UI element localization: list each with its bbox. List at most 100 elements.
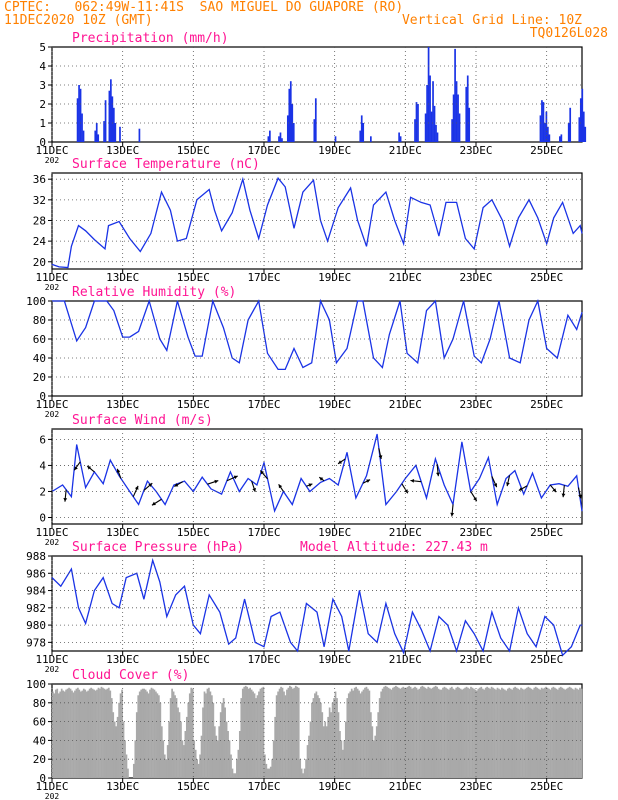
data-point-temp-0	[51, 263, 53, 265]
cloud-bar-181	[318, 698, 321, 778]
wind-arrowhead-13	[308, 483, 313, 487]
precip-bar-10-0	[334, 136, 337, 142]
data-point-wind-21	[238, 491, 240, 492]
cloud-bar-81	[171, 688, 173, 778]
precip-bar-7-0	[278, 136, 280, 142]
data-point-pres-19	[208, 594, 210, 596]
data-point-pres-13	[159, 581, 161, 583]
wind-arrowhead-15	[338, 460, 343, 464]
data-point-temp-46	[456, 202, 457, 203]
cloud-bar-341	[554, 687, 556, 778]
cloud-bar-122	[231, 768, 234, 778]
xtick-label: 17DEC	[247, 780, 280, 793]
data-point-temp-28	[293, 227, 295, 229]
data-point-rh-30	[320, 300, 321, 302]
cloud-bar-101	[200, 735, 203, 778]
year-label: 202	[45, 665, 60, 674]
data-point-rh-3	[85, 327, 86, 328]
xtick-label: 17DEC	[247, 144, 280, 157]
precip-bar-2-0	[103, 121, 105, 142]
cloud-bar-207	[356, 688, 359, 778]
ytick-label: 100	[26, 295, 46, 308]
cloud-bar-123	[233, 773, 235, 778]
cloud-bar-227	[386, 686, 388, 778]
cloud-bar-256	[428, 687, 431, 778]
cloud-bar-293	[483, 689, 486, 778]
cloud-bar-30	[96, 689, 98, 778]
precip-bar-15-3	[429, 75, 431, 142]
cloud-bar-43	[115, 726, 118, 778]
cloud-bar-85	[177, 707, 179, 778]
precip-bar-18-0	[539, 115, 542, 142]
data-point-pres-46	[447, 624, 449, 626]
cloud-bar-322	[526, 687, 528, 778]
cloud-bar-346	[561, 687, 564, 778]
cloud-bar-262	[437, 688, 440, 778]
data-point-rh-16	[194, 355, 196, 357]
data-point-temp-40	[403, 243, 404, 245]
precip-bar-15-8	[436, 132, 439, 142]
precip-bar-3-2	[111, 96, 114, 142]
plot-frame	[51, 555, 583, 652]
cloud-bar-86	[178, 712, 181, 778]
data-point-rh-35	[362, 300, 364, 302]
cloud-bar-236	[399, 688, 402, 778]
cloud-bar-186	[325, 726, 328, 778]
cloud-bar-11	[68, 687, 70, 778]
model-altitude: Model Altitude: 227.43 m	[300, 540, 488, 555]
precip-bar-17-1	[466, 75, 469, 142]
panel-title: Surface Wind (m/s)	[72, 413, 213, 428]
cloud-bar-260	[434, 685, 437, 778]
data-point-wind-53	[532, 472, 533, 474]
ytick-label: 80	[33, 697, 46, 710]
xtick-label: 19DEC	[318, 526, 351, 539]
cloud-bar-173	[306, 745, 309, 778]
cloud-bar-283	[468, 688, 471, 778]
ytick-label: 984	[26, 585, 46, 598]
data-point-wind-39	[404, 478, 406, 479]
cloud-bar-315	[515, 687, 518, 778]
data-point-pres-21	[228, 643, 230, 645]
precip-bar-18-2	[542, 102, 545, 142]
wind-arrowhead-9	[233, 475, 238, 480]
panel-pres: 978 980 982 984 986 988 11DEC 13DEC 15DEC 17DEC 19…	[26, 540, 583, 674]
data-point-rh-32	[336, 362, 337, 364]
cloud-bar-65	[147, 693, 150, 778]
wind-arrowhead-19	[410, 478, 415, 483]
cloud-bar-74	[160, 726, 163, 778]
cloud-bar-343	[556, 689, 559, 778]
ytick-label: 80	[33, 314, 46, 327]
data-point-temp-21	[231, 212, 233, 214]
cloud-bar-195	[339, 731, 341, 778]
cloud-bar-119	[227, 731, 229, 778]
cloud-bar-275	[456, 686, 459, 778]
data-point-wind-27	[291, 504, 293, 505]
precip-bar-2-1	[104, 100, 107, 142]
cloud-bar-307	[503, 689, 506, 778]
data-point-pres-12	[152, 559, 154, 561]
wind-arrowhead-17	[378, 455, 383, 460]
data-point-rh-39	[399, 300, 401, 302]
data-point-pres-43	[420, 629, 422, 630]
cloud-bar-118	[225, 721, 228, 778]
cloud-bar-359	[580, 688, 583, 778]
cloud-bar-28	[93, 689, 95, 778]
precip-bar-8-1	[288, 88, 291, 142]
data-point-rh-48	[480, 362, 482, 364]
cloud-bar-148	[269, 766, 272, 778]
data-point-wind-37	[385, 504, 387, 505]
cloud-bar-177	[312, 698, 315, 778]
data-point-wind-2	[71, 496, 72, 498]
plot-frame	[51, 428, 583, 525]
cloud-bar-328	[534, 686, 537, 778]
wind-arrowhead-24	[506, 482, 510, 487]
cloud-bar-169	[300, 768, 303, 778]
data-point-rh-55	[546, 348, 548, 349]
xtick-label: 21DEC	[389, 653, 422, 666]
panel-wind: 0 2 4 6 11DEC 13DEC 15DEC 17DEC 19DEC 21DEC 23DEC 2…	[35, 413, 583, 547]
cloud-bar-103	[203, 691, 206, 778]
precip-bar-14-0	[414, 119, 416, 142]
data-point-wind-16	[192, 491, 194, 492]
cloud-bar-284	[470, 686, 472, 778]
data-point-pres-0	[51, 577, 53, 578]
